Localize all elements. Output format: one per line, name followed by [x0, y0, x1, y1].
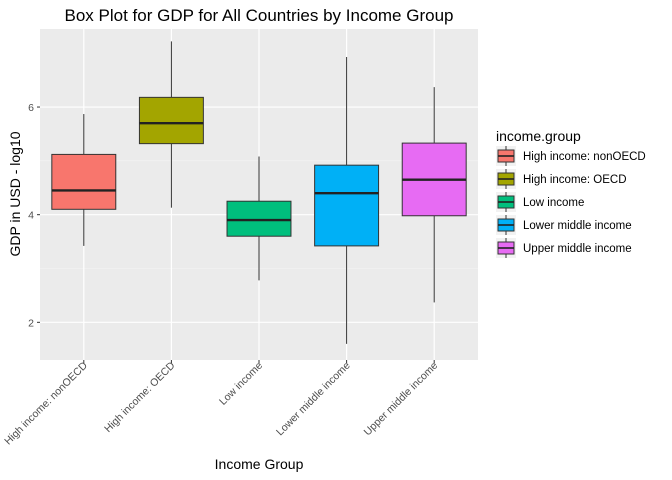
x-tick-label: Upper middle income — [362, 360, 441, 439]
box-3 — [226, 156, 292, 281]
legend-label: High income: OECD — [523, 174, 627, 186]
y-axis-title: GDP in USD - log10 — [7, 131, 23, 256]
y-tick-label: 6 — [28, 102, 34, 114]
box-1 — [51, 114, 117, 246]
box-body — [51, 153, 117, 210]
legend-item: High income: nonOECD — [496, 146, 646, 166]
box-2 — [138, 41, 204, 208]
box-5 — [401, 87, 467, 303]
box-series — [51, 41, 467, 344]
box-body — [314, 164, 380, 247]
x-tick-label: Low income — [217, 360, 265, 408]
x-tick-label: Lower middle income — [274, 360, 353, 439]
legend-title: income.group — [496, 128, 581, 144]
x-tick-label: High income: OECD — [102, 359, 178, 435]
legend-item: Lower middle income — [496, 215, 632, 235]
legend-label: Upper middle income — [523, 243, 632, 255]
legend-label: Low income — [523, 197, 584, 209]
y-tick-label: 4 — [28, 210, 34, 222]
chart-title: Box Plot for GDP for All Countries by In… — [65, 6, 454, 25]
x-tick-label: High income: nonOECD — [2, 359, 90, 447]
legend-label: Lower middle income — [523, 220, 632, 232]
box-body — [138, 96, 204, 145]
y-axis: 2 4 6 — [28, 102, 40, 329]
y-tick-label: 2 — [28, 317, 34, 329]
legend: income.group High income: nonOECD High in… — [496, 128, 646, 258]
x-axis: High income: nonOECD High income: OECD Low… — [2, 359, 440, 447]
box-body — [226, 200, 292, 237]
x-axis-title: Income Group — [215, 456, 304, 472]
box-4 — [314, 56, 380, 344]
legend-item: Upper middle income — [496, 238, 632, 258]
legend-label: High income: nonOECD — [523, 151, 646, 163]
legend-item: High income: OECD — [496, 169, 627, 189]
legend-item: Low income — [496, 192, 584, 212]
